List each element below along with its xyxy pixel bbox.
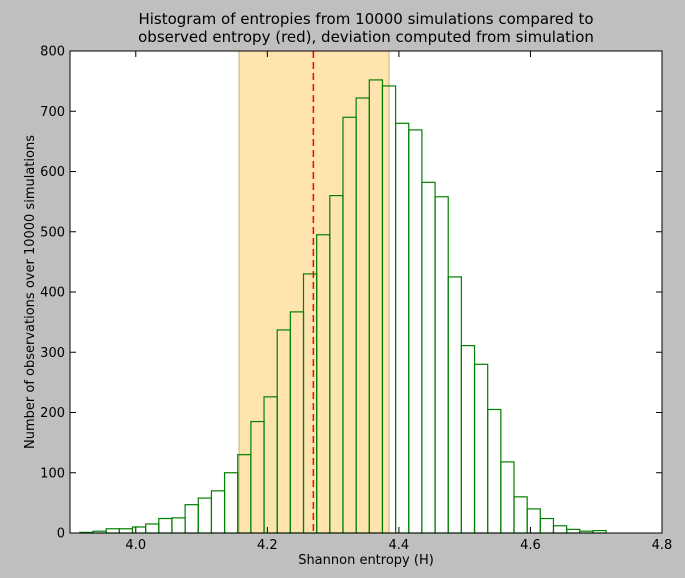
x-tick-label: 4.8 bbox=[652, 538, 673, 553]
plot-frame bbox=[69, 50, 663, 534]
x-tick-labels: 4.0 4.2 4.4 4.6 4.8 bbox=[125, 538, 672, 553]
chart-title-line-2: observed entropy (red), deviation comput… bbox=[138, 28, 594, 46]
y-axis-label: Number of observations over 10000 simula… bbox=[23, 135, 38, 449]
y-tick-label: 200 bbox=[40, 406, 65, 421]
y-tick-label: 500 bbox=[40, 225, 65, 240]
y-tick-labels: 0 100 200 300 400 500 600 700 800 bbox=[40, 45, 65, 542]
x-tick-label: 4.0 bbox=[125, 538, 146, 553]
y-tick-label: 400 bbox=[40, 286, 65, 301]
x-tick-label: 4.2 bbox=[257, 538, 278, 553]
y-tick-label: 300 bbox=[40, 346, 65, 361]
y-tick-label: 800 bbox=[40, 45, 65, 60]
x-axis-label: Shannon entropy (H) bbox=[298, 553, 434, 568]
y-tick-label: 700 bbox=[40, 105, 65, 120]
x-tick-label: 4.4 bbox=[389, 538, 410, 553]
y-tick-label: 0 bbox=[57, 527, 65, 542]
y-tick-label: 100 bbox=[40, 466, 65, 481]
x-tick-label: 4.6 bbox=[520, 538, 541, 553]
y-tick-label: 600 bbox=[40, 165, 65, 180]
chart-title-line-1: Histogram of entropies from 10000 simula… bbox=[138, 10, 593, 28]
